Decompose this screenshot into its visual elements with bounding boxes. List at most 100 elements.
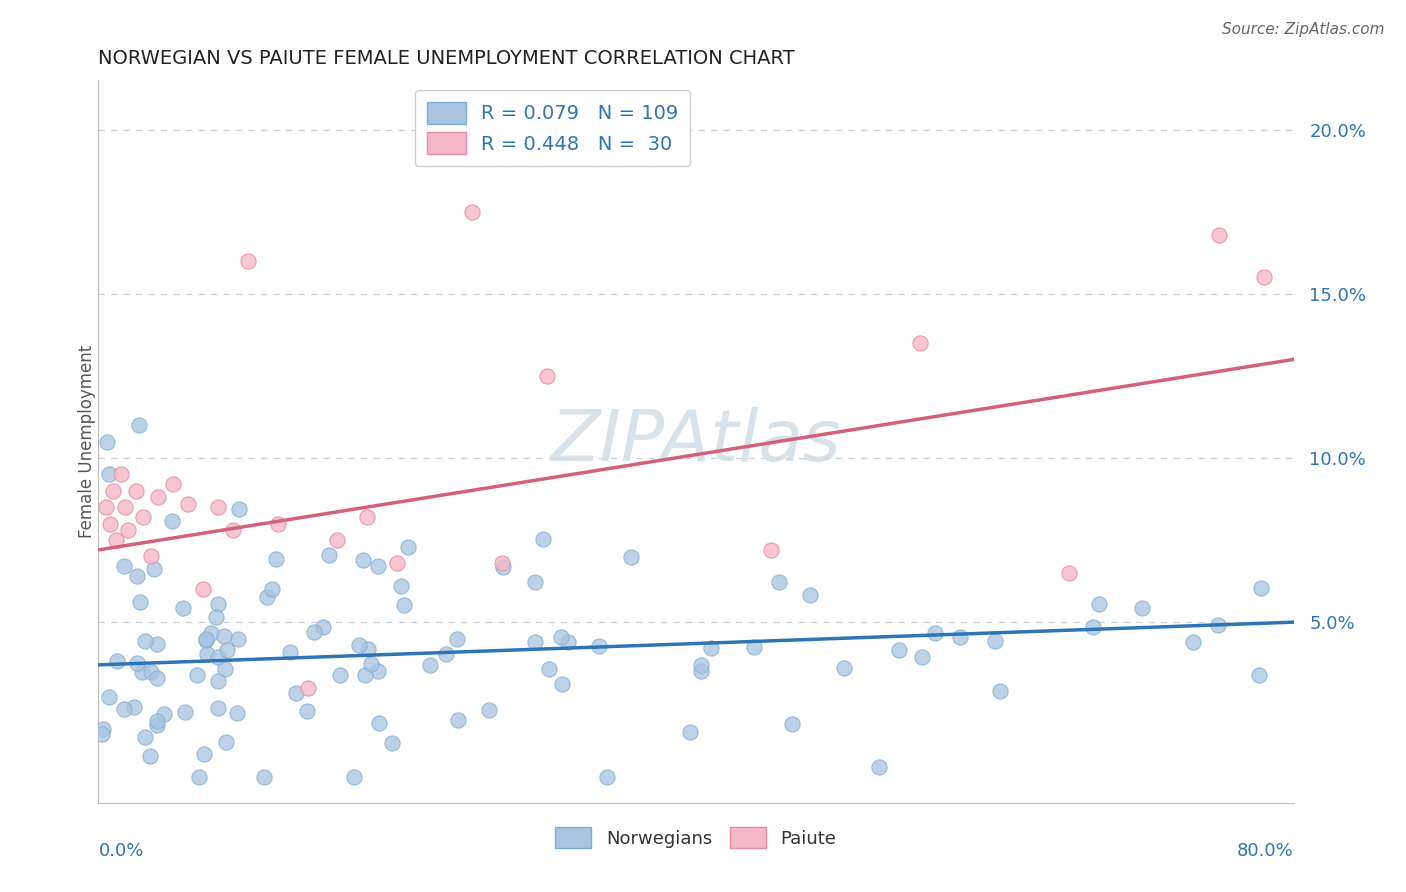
Point	[146, 637, 169, 651]
Point	[524, 634, 547, 648]
Point	[434, 647, 457, 661]
Point	[122, 700, 145, 714]
Point	[96, 434, 118, 449]
Point	[145, 714, 167, 728]
Point	[112, 558, 135, 573]
Point	[146, 717, 169, 731]
Point	[759, 542, 782, 557]
Point	[94, 500, 117, 515]
Point	[174, 705, 197, 719]
Point	[908, 336, 931, 351]
Point	[207, 500, 229, 515]
Point	[214, 662, 236, 676]
Point	[194, 633, 217, 648]
Y-axis label: Female Unemployment: Female Unemployment	[79, 345, 96, 538]
Point	[193, 747, 215, 761]
Point	[162, 477, 184, 491]
Point	[214, 735, 236, 749]
Point	[461, 204, 484, 219]
Point	[256, 590, 278, 604]
Point	[536, 368, 558, 383]
Point	[1087, 597, 1109, 611]
Point	[207, 673, 229, 688]
Point	[131, 665, 153, 679]
Point	[112, 702, 135, 716]
Point	[134, 634, 156, 648]
Point	[117, 523, 139, 537]
Point	[228, 632, 250, 646]
Point	[114, 500, 136, 515]
Point	[392, 599, 415, 613]
Point	[389, 579, 412, 593]
Point	[297, 681, 319, 695]
Point	[588, 640, 610, 654]
Point	[153, 707, 176, 722]
Point	[447, 713, 470, 727]
Point	[222, 523, 245, 537]
Point	[312, 620, 335, 634]
Point	[343, 770, 366, 784]
Point	[1130, 600, 1153, 615]
Point	[367, 664, 389, 678]
Point	[105, 533, 128, 547]
Point	[834, 661, 856, 675]
Point	[212, 629, 235, 643]
Point	[1249, 668, 1271, 682]
Point	[742, 640, 765, 654]
Point	[302, 625, 325, 640]
Point	[949, 631, 972, 645]
Point	[523, 574, 546, 589]
Point	[924, 626, 946, 640]
Point	[264, 552, 287, 566]
Point	[537, 662, 560, 676]
Point	[419, 658, 441, 673]
Point	[491, 556, 513, 570]
Point	[1250, 581, 1272, 595]
Point	[357, 642, 380, 657]
Point	[780, 716, 803, 731]
Point	[97, 467, 120, 482]
Point	[105, 654, 128, 668]
Point	[139, 549, 162, 564]
Point	[125, 483, 148, 498]
Point	[768, 575, 790, 590]
Point	[326, 533, 349, 547]
Point	[1208, 227, 1230, 242]
Point	[478, 704, 501, 718]
Point	[139, 748, 162, 763]
Point	[160, 514, 183, 528]
Point	[889, 643, 911, 657]
Point	[398, 541, 420, 555]
Point	[90, 726, 112, 740]
Point	[550, 630, 572, 644]
Point	[868, 760, 890, 774]
Point	[195, 647, 218, 661]
Point	[360, 657, 382, 672]
Point	[551, 677, 574, 691]
Point	[352, 552, 374, 566]
Point	[200, 626, 222, 640]
Point	[356, 510, 378, 524]
Point	[911, 649, 934, 664]
Point	[699, 641, 721, 656]
Point	[347, 638, 370, 652]
Point	[690, 658, 713, 673]
Text: ZIPAtlas: ZIPAtlas	[551, 407, 841, 476]
Point	[678, 724, 700, 739]
Point	[141, 665, 163, 679]
Point	[260, 582, 283, 596]
Point	[385, 556, 409, 570]
Point	[446, 632, 468, 647]
Point	[1206, 618, 1229, 632]
Point	[91, 722, 114, 736]
Point	[620, 549, 643, 564]
Point	[191, 582, 214, 597]
Point	[295, 704, 318, 718]
Point	[367, 558, 389, 573]
Point	[143, 562, 166, 576]
Point	[368, 715, 391, 730]
Point	[329, 668, 352, 682]
Point	[278, 645, 301, 659]
Point	[217, 642, 239, 657]
Point	[596, 770, 619, 784]
